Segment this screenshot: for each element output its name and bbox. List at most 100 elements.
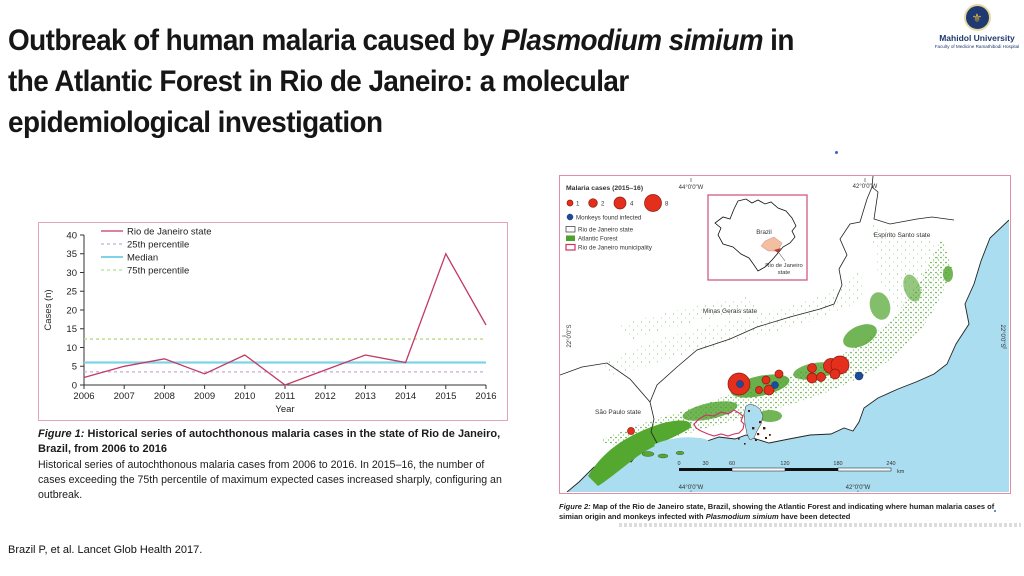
svg-text:30: 30 xyxy=(66,268,77,279)
svg-text:1: 1 xyxy=(576,201,580,208)
faded-text-remnant xyxy=(619,523,1021,527)
svg-text:20: 20 xyxy=(66,305,77,316)
svg-text:35: 35 xyxy=(66,249,77,260)
atlantic-forest-texture xyxy=(588,221,953,486)
chart-axes xyxy=(80,234,487,389)
map-cases-layer xyxy=(627,355,864,435)
x-axis-title: Year xyxy=(275,404,294,415)
logo-university-name: Mahidol University xyxy=(939,33,1015,43)
svg-text:2014: 2014 xyxy=(395,391,416,402)
guanabara-bay xyxy=(654,403,771,451)
rio-municipality-outline xyxy=(693,409,745,437)
svg-text:120: 120 xyxy=(780,461,789,467)
y-axis-title: Cases (n) xyxy=(43,289,54,330)
figure1-caption-body: Historical series of autochthonous malar… xyxy=(38,459,502,501)
inset-brazil-label: Brazil xyxy=(756,229,771,236)
svg-text:0: 0 xyxy=(677,461,680,467)
figure1-panel: 0 5 10 15 20 25 30 35 40 2006 2007 2008 2009 2010 2011… xyxy=(38,222,508,421)
legend-state-swatch xyxy=(565,226,576,233)
slide-title: Outbreak of human malaria caused by Plas… xyxy=(8,20,808,143)
case-circle xyxy=(807,363,817,373)
legend-state-label: Rio de Janeiro state xyxy=(578,227,634,234)
chart-series xyxy=(83,252,487,386)
stray-dot xyxy=(835,151,838,154)
coord-bottom-right: 42°0'0"W xyxy=(846,485,871,491)
monkey-dot xyxy=(854,371,864,381)
title-line-3: epidemiological investigation xyxy=(8,106,383,139)
stray-dot xyxy=(994,510,996,512)
title-line-2: the Atlantic Forest in Rio de Janeiro: a… xyxy=(8,65,629,98)
inset-rj-region xyxy=(774,248,781,253)
svg-text:240: 240 xyxy=(886,461,895,467)
label-espirito-santo: Espírito Santo state xyxy=(874,232,931,239)
mahidol-logo: ⚜ Mahidol University Faculty of Medicine… xyxy=(933,4,1021,49)
coord-right: 22°0'0"S xyxy=(999,324,1005,347)
figure1-caption-head: Figure 1: Historical series of autochtho… xyxy=(38,428,501,455)
brazil-outline xyxy=(714,198,797,272)
svg-text:2007: 2007 xyxy=(114,391,135,402)
case-circle xyxy=(755,386,763,394)
figure2-caption: Figure 2: Map of the Rio de Janeiro stat… xyxy=(559,502,1021,527)
svg-text:Median: Median xyxy=(127,252,158,263)
svg-text:2016: 2016 xyxy=(475,391,496,402)
mahidol-emblem-icon: ⚜ xyxy=(963,4,991,31)
svg-text:2013: 2013 xyxy=(355,391,376,402)
monkey-dot xyxy=(736,380,744,388)
figure2-map: Espírito Santo state Minas Gerais state … xyxy=(560,176,1009,492)
svg-text:30: 30 xyxy=(702,461,708,467)
figure1-chart: 0 5 10 15 20 25 30 35 40 2006 2007 2008 2009 2010 2011… xyxy=(43,226,497,415)
case-circle xyxy=(829,368,841,380)
chart-legend: Rio de Janeiro state 25th percentile Media… xyxy=(101,226,212,276)
title-line-1: Outbreak of human malaria caused by Plas… xyxy=(8,24,794,57)
svg-text:4: 4 xyxy=(630,201,634,208)
brazil-inset: Brazil Rio de Janeiro state xyxy=(707,194,808,281)
svg-text:2011: 2011 xyxy=(275,391,295,402)
monkey-dot xyxy=(771,381,779,389)
case-circle xyxy=(761,375,771,385)
svg-text:Rio de Janeiro state: Rio de Janeiro state xyxy=(127,226,212,237)
svg-text:2010: 2010 xyxy=(234,391,255,402)
case-circle xyxy=(816,372,826,382)
svg-text:2015: 2015 xyxy=(435,391,456,402)
svg-text:15: 15 xyxy=(66,324,77,335)
svg-text:60: 60 xyxy=(729,461,735,467)
coord-top-left: 44°0'0"W xyxy=(679,185,704,191)
coord-top-right: 42°0'0"W xyxy=(853,184,878,190)
coord-left: 22°0'0"S xyxy=(567,324,573,347)
svg-text:2012: 2012 xyxy=(315,391,336,402)
legend-monkey-dot xyxy=(566,213,574,221)
case-circle xyxy=(774,369,784,379)
map-legend: Malaria cases (2015–16) 1 2 4 8 Monkeys fou… xyxy=(565,185,669,252)
svg-text:75th percentile: 75th percentile xyxy=(127,265,189,276)
legend-municipality-swatch xyxy=(565,243,576,251)
case-circle xyxy=(763,384,775,396)
chart-tick-labels: 0 5 10 15 20 25 30 35 40 2006 2007 2008 2009 2010 2011… xyxy=(43,230,497,415)
legend-municipality-label: Rio de Janeiro municipality xyxy=(578,245,653,252)
legend-forest-label: Atlantic Forest xyxy=(578,236,618,243)
figure2-panel: Espírito Santo state Minas Gerais state … xyxy=(559,175,1011,494)
figure1-caption: Figure 1: Historical series of autochtho… xyxy=(38,427,510,503)
legend-forest-swatch xyxy=(566,235,575,241)
svg-text:2009: 2009 xyxy=(194,391,215,402)
svg-text:8: 8 xyxy=(665,201,669,208)
map-labels: Espírito Santo state Minas Gerais state … xyxy=(562,178,1007,492)
svg-text:25th percentile: 25th percentile xyxy=(127,239,189,250)
case-circle xyxy=(806,372,818,384)
svg-text:2006: 2006 xyxy=(73,391,94,402)
logo-faculty-name: Faculty of Medicine Ramathibodi Hospital xyxy=(934,44,1020,49)
legend-sizes: 1 2 4 8 xyxy=(566,194,669,212)
state-borders xyxy=(560,176,955,444)
case-circle xyxy=(627,427,635,435)
svg-text:5: 5 xyxy=(72,362,77,373)
svg-text:0: 0 xyxy=(72,380,77,391)
svg-text:2: 2 xyxy=(601,201,605,208)
svg-text:km: km xyxy=(897,469,905,475)
title-italic-species: Plasmodium simium xyxy=(501,24,763,57)
series-Rio de Janeiro state xyxy=(83,252,487,386)
legend-monkeys-label: Monkeys found infected xyxy=(576,215,642,222)
svg-text:40: 40 xyxy=(66,230,77,241)
inset-rj-label-2: state xyxy=(778,270,791,276)
